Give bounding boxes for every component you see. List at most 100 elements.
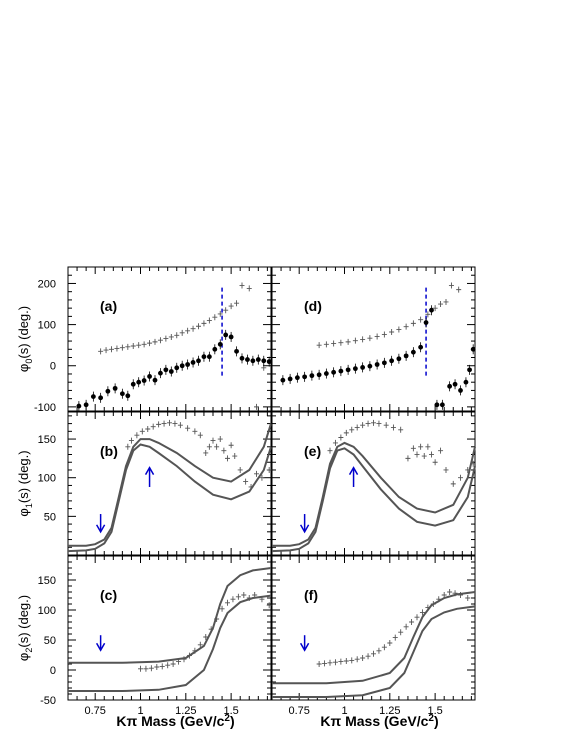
open-data-point xyxy=(214,444,219,450)
open-data-point xyxy=(109,346,114,352)
filled-data-point xyxy=(471,347,476,352)
model-curve xyxy=(272,448,475,551)
open-data-point xyxy=(458,475,463,481)
open-data-point xyxy=(211,438,216,444)
filled-data-point xyxy=(302,374,307,379)
open-data-point xyxy=(376,421,381,427)
y-axis-label: φ1(s) (deg.) xyxy=(16,450,34,516)
open-data-point xyxy=(169,334,174,340)
panel-frame xyxy=(68,556,271,700)
open-data-point xyxy=(451,481,456,487)
open-data-point xyxy=(232,453,237,459)
open-data-point xyxy=(366,421,371,427)
open-data-point xyxy=(405,455,410,461)
open-data-point xyxy=(333,440,338,446)
filled-data-point xyxy=(250,358,255,363)
open-data-point xyxy=(387,640,392,646)
open-data-point xyxy=(201,320,206,326)
open-data-point xyxy=(411,320,416,326)
open-data-point xyxy=(207,317,212,323)
open-data-point xyxy=(382,644,387,650)
open-data-point xyxy=(429,452,434,458)
open-data-point xyxy=(317,342,322,348)
open-data-point xyxy=(198,432,203,438)
open-data-point xyxy=(375,334,380,340)
open-data-point xyxy=(398,629,403,635)
open-data-point xyxy=(178,422,183,428)
filled-data-point xyxy=(382,360,387,365)
filled-data-point xyxy=(218,342,223,347)
filled-data-point xyxy=(229,335,234,340)
filled-data-point xyxy=(267,359,272,364)
open-data-point xyxy=(360,336,365,342)
filled-data-point xyxy=(212,347,217,352)
open-data-point xyxy=(180,330,185,336)
open-data-point xyxy=(391,424,396,430)
open-data-point xyxy=(415,614,420,620)
open-data-point xyxy=(376,648,381,654)
open-data-point xyxy=(322,660,327,666)
filled-data-point xyxy=(411,350,416,355)
open-data-point xyxy=(366,653,371,659)
filled-data-point xyxy=(174,365,179,370)
open-data-point xyxy=(129,438,134,444)
open-data-point xyxy=(338,435,343,441)
filled-data-point xyxy=(324,371,329,376)
filled-data-point xyxy=(458,388,463,393)
open-data-point xyxy=(125,444,130,450)
open-data-point xyxy=(167,420,172,426)
filled-data-point xyxy=(240,356,245,361)
open-data-point xyxy=(333,659,338,665)
open-data-point xyxy=(349,427,354,433)
open-data-point xyxy=(131,343,136,349)
open-data-point xyxy=(409,619,414,625)
filled-data-point xyxy=(202,354,207,359)
panel-label: (f) xyxy=(304,587,318,603)
y-tick-label: 100 xyxy=(38,605,56,617)
open-data-point xyxy=(433,459,438,465)
filled-data-point xyxy=(295,375,300,380)
open-data-point xyxy=(360,422,365,428)
open-data-point xyxy=(438,301,443,307)
open-data-point xyxy=(114,345,119,351)
open-data-point xyxy=(151,424,156,430)
filled-data-point xyxy=(256,357,261,362)
y-tick-label: 200 xyxy=(38,278,56,290)
open-data-point xyxy=(230,596,235,602)
filled-data-point xyxy=(404,353,409,358)
open-data-point xyxy=(349,657,354,663)
open-data-point xyxy=(344,658,349,664)
open-data-point xyxy=(142,341,147,347)
panel-frame xyxy=(68,267,271,411)
open-data-point xyxy=(449,283,454,289)
panel-a: (a) xyxy=(68,267,272,411)
filled-data-point xyxy=(429,308,434,313)
open-data-point xyxy=(234,300,239,306)
open-data-point xyxy=(203,450,208,456)
filled-data-point xyxy=(169,369,174,374)
open-data-point xyxy=(418,444,423,450)
open-data-point xyxy=(192,428,197,434)
open-data-point xyxy=(125,344,130,350)
open-data-point xyxy=(404,324,409,330)
filled-data-point xyxy=(125,393,130,398)
open-data-point xyxy=(223,307,228,313)
filled-data-point xyxy=(389,358,394,363)
open-data-point xyxy=(344,430,349,436)
filled-data-point xyxy=(142,378,147,383)
open-data-point xyxy=(353,338,358,344)
y-tick-label: 150 xyxy=(38,575,56,587)
open-data-point xyxy=(371,420,376,426)
model-curve xyxy=(272,443,475,546)
open-data-point xyxy=(165,662,170,668)
open-data-point xyxy=(338,659,343,665)
open-data-point xyxy=(425,444,430,450)
filled-data-point xyxy=(261,358,266,363)
open-data-point xyxy=(389,329,394,335)
open-data-point xyxy=(140,428,145,434)
y-tick-label: 0 xyxy=(50,665,56,677)
open-data-point xyxy=(104,347,109,353)
open-data-point xyxy=(145,426,150,432)
model-curve xyxy=(68,596,271,691)
open-data-point xyxy=(367,335,372,341)
